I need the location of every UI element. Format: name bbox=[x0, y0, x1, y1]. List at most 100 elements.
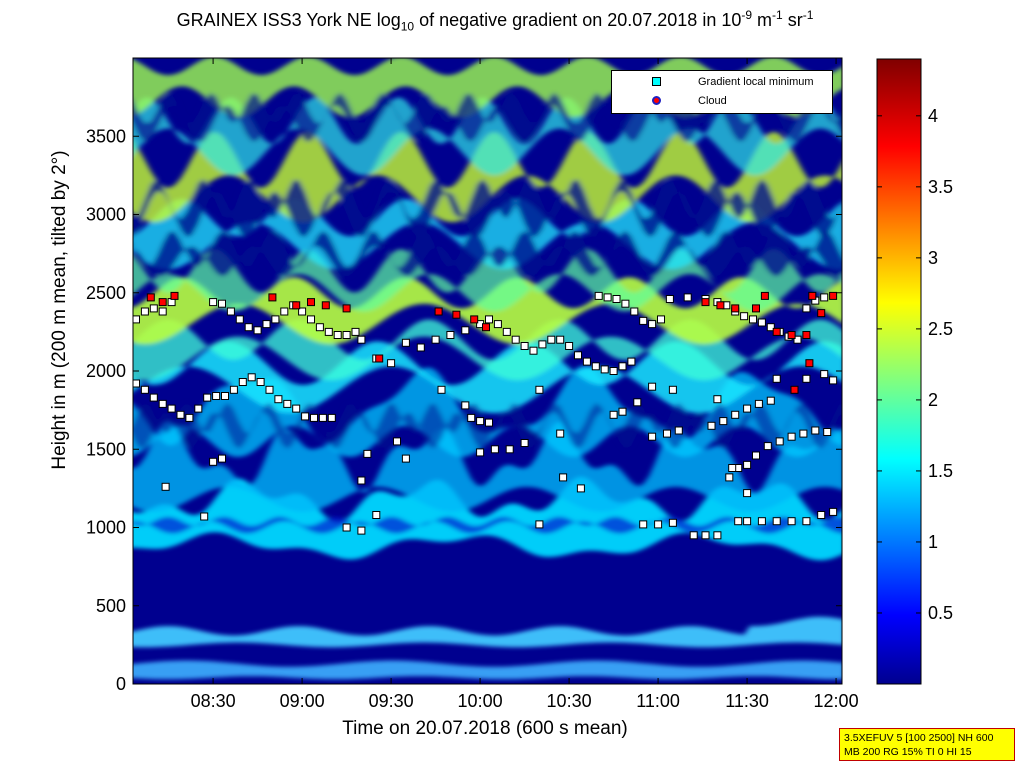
x-tick-label: 09:00 bbox=[280, 691, 325, 711]
gradient-minimum-marker bbox=[639, 520, 648, 529]
gradient-minimum-marker bbox=[393, 437, 401, 446]
gradient-minimum-marker bbox=[743, 404, 752, 413]
gradient-minimum-marker bbox=[244, 323, 253, 332]
gradient-minimum-marker bbox=[351, 327, 360, 336]
cloud-marker bbox=[787, 331, 796, 339]
heat-gap bbox=[133, 516, 842, 534]
gradient-minimum-marker bbox=[740, 312, 749, 321]
markers-layer bbox=[133, 291, 838, 540]
gradient-minimum-marker bbox=[630, 307, 639, 316]
gradient-minimum-marker bbox=[467, 413, 476, 422]
cloud-marker bbox=[375, 354, 384, 363]
gradient-minimum-marker bbox=[520, 439, 529, 447]
gradient-minimum-marker bbox=[731, 410, 740, 419]
gradient-minimum-marker bbox=[749, 315, 757, 324]
gradient-minimum-marker bbox=[235, 315, 244, 324]
gradient-minimum-marker bbox=[476, 448, 485, 457]
gradient-minimum-marker bbox=[820, 293, 829, 302]
gradient-minimum-marker bbox=[802, 304, 811, 313]
gradient-minimum-marker bbox=[665, 295, 674, 303]
cloud-marker bbox=[808, 291, 817, 300]
gradient-minimum-marker bbox=[627, 357, 636, 366]
cloud-marker bbox=[760, 291, 769, 300]
gradient-minimum-marker bbox=[633, 398, 642, 407]
gradient-minimum-marker bbox=[802, 517, 811, 526]
info-line-1: 3.5XEFUV 5 [100 2500] NH 600 bbox=[844, 732, 994, 744]
gradient-minimum-marker bbox=[226, 307, 235, 316]
gradient-minimum-marker bbox=[318, 413, 327, 422]
gradient-minimum-marker bbox=[431, 335, 440, 344]
gradient-minimum-marker bbox=[200, 512, 209, 521]
gradient-minimum-marker bbox=[247, 373, 256, 382]
cloud-marker bbox=[752, 304, 760, 313]
cyan-square-icon bbox=[652, 77, 661, 86]
gradient-minimum-marker bbox=[674, 426, 683, 435]
gradient-minimum-marker bbox=[149, 304, 158, 313]
colorbar-tick-label: 4 bbox=[928, 106, 938, 126]
gradient-minimum-marker bbox=[668, 518, 677, 527]
gradient-minimum-marker bbox=[262, 320, 271, 329]
gradient-minimum-marker bbox=[743, 489, 752, 498]
gradient-minimum-marker bbox=[280, 307, 289, 316]
x-tick-label: 10:00 bbox=[458, 691, 503, 711]
heatmap-plot-area bbox=[133, 58, 842, 684]
y-tick-label: 1500 bbox=[86, 439, 126, 459]
gradient-minimum-marker bbox=[363, 449, 372, 458]
cloud-marker bbox=[805, 359, 814, 368]
gradient-minimum-marker bbox=[713, 531, 722, 540]
gradient-minimum-marker bbox=[648, 382, 657, 391]
gradient-minimum-marker bbox=[829, 376, 838, 385]
heat-band bbox=[133, 277, 842, 345]
heat-band bbox=[133, 616, 842, 648]
x-tick-label: 11:00 bbox=[636, 691, 680, 711]
y-tick-label: 2000 bbox=[86, 361, 126, 381]
y-tick-label: 3500 bbox=[86, 126, 126, 146]
cloud-marker bbox=[701, 298, 710, 307]
colorbar-tick-label: 1 bbox=[928, 532, 938, 552]
gradient-minimum-marker bbox=[307, 315, 315, 324]
gradient-minimum-marker bbox=[609, 367, 618, 375]
gradient-minimum-marker bbox=[461, 326, 470, 335]
gradient-minimum-marker bbox=[823, 428, 832, 436]
cloud-marker bbox=[452, 310, 461, 319]
cloud-marker bbox=[829, 291, 838, 300]
gradient-minimum-marker bbox=[229, 385, 238, 394]
cloud-marker bbox=[434, 307, 443, 316]
colorbar-tick-label: 2 bbox=[928, 390, 938, 410]
gradient-minimum-marker bbox=[556, 335, 565, 344]
y-axis-label: Height in m (200 m mean, tilted by 2°) bbox=[49, 150, 70, 470]
cloud-marker bbox=[170, 291, 179, 300]
cloud-marker bbox=[470, 315, 479, 324]
gradient-minimum-marker bbox=[603, 293, 612, 302]
y-axis: 0 500 1000 1500 2000 2500 3000 3500 bbox=[86, 126, 842, 694]
gradient-minimum-marker bbox=[271, 315, 280, 324]
gradient-minimum-marker bbox=[559, 473, 568, 482]
gradient-minimum-marker bbox=[591, 362, 600, 371]
y-tick-label: 500 bbox=[96, 596, 126, 616]
gradient-minimum-marker bbox=[657, 315, 665, 324]
gradient-minimum-marker bbox=[817, 511, 826, 519]
x-tick-label: 11:30 bbox=[725, 691, 769, 711]
gradient-minimum-marker bbox=[218, 299, 226, 308]
y-tick-label: 3000 bbox=[86, 205, 126, 225]
legend-label-gradient: Gradient local minimum bbox=[698, 76, 814, 88]
gradient-minimum-marker bbox=[357, 526, 366, 535]
gradient-minimum-marker bbox=[775, 437, 784, 446]
gradient-minimum-marker bbox=[333, 331, 342, 339]
gradient-minimum-marker bbox=[802, 374, 811, 383]
gradient-minimum-marker bbox=[639, 316, 648, 325]
heat-band bbox=[133, 131, 842, 223]
gradient-minimum-marker bbox=[387, 359, 396, 368]
gradient-minimum-marker bbox=[763, 442, 772, 451]
gradient-minimum-marker bbox=[357, 476, 366, 485]
gradient-minimum-marker bbox=[502, 327, 511, 336]
gradient-minimum-marker bbox=[218, 454, 226, 463]
gradient-minimum-marker bbox=[476, 417, 485, 426]
gradient-minimum-marker bbox=[707, 421, 716, 430]
gradient-minimum-marker bbox=[520, 342, 529, 350]
gradient-minimum-marker bbox=[766, 396, 775, 405]
gradient-minimum-marker bbox=[176, 410, 185, 419]
gradient-minimum-marker bbox=[133, 315, 140, 324]
gradient-minimum-marker bbox=[461, 401, 470, 410]
gradient-minimum-marker bbox=[529, 346, 538, 355]
